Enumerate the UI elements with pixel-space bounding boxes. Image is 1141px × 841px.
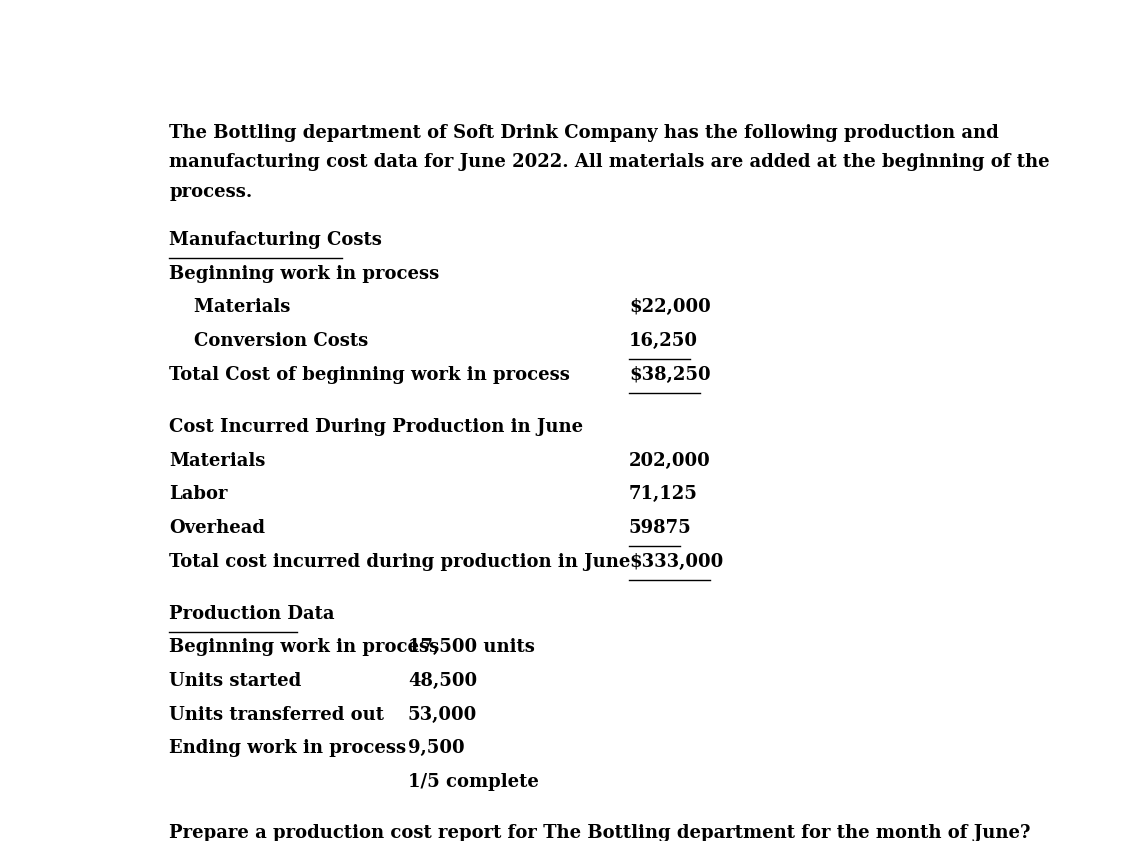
Text: Prepare a production cost report for The Bottling department for the month of Ju: Prepare a production cost report for The…: [169, 823, 1030, 841]
Text: Cost Incurred During Production in June: Cost Incurred During Production in June: [169, 418, 583, 436]
Text: Total cost incurred during production in June: Total cost incurred during production in…: [169, 553, 631, 570]
Text: Labor: Labor: [169, 485, 228, 503]
Text: 1/5 complete: 1/5 complete: [408, 773, 539, 791]
Text: Units transferred out: Units transferred out: [169, 706, 385, 724]
Text: Materials: Materials: [169, 452, 266, 469]
Text: manufacturing cost data for June 2022. All materials are added at the beginning : manufacturing cost data for June 2022. A…: [169, 153, 1050, 172]
Text: Conversion Costs: Conversion Costs: [169, 332, 369, 350]
Text: 17,500 units: 17,500 units: [408, 638, 535, 657]
Text: 53,000: 53,000: [408, 706, 477, 724]
Text: $22,000: $22,000: [629, 299, 711, 316]
Text: Total Cost of beginning work in process: Total Cost of beginning work in process: [169, 366, 570, 383]
Text: 48,500: 48,500: [408, 672, 477, 690]
Text: Beginning work in process: Beginning work in process: [169, 265, 439, 283]
Text: 9,500: 9,500: [408, 739, 464, 758]
Text: $38,250: $38,250: [629, 366, 711, 383]
Text: The Bottling department of Soft Drink Company has the following production and: The Bottling department of Soft Drink Co…: [169, 124, 998, 141]
Text: Manufacturing Costs: Manufacturing Costs: [169, 231, 382, 249]
Text: $333,000: $333,000: [629, 553, 723, 570]
Text: Materials: Materials: [169, 299, 291, 316]
Text: Production Data: Production Data: [169, 605, 334, 623]
Text: Beginning work in process: Beginning work in process: [169, 638, 439, 657]
Text: 71,125: 71,125: [629, 485, 698, 503]
Text: 202,000: 202,000: [629, 452, 711, 469]
Text: 59875: 59875: [629, 519, 691, 537]
Text: Units started: Units started: [169, 672, 301, 690]
Text: Overhead: Overhead: [169, 519, 265, 537]
Text: 16,250: 16,250: [629, 332, 698, 350]
Text: Ending work in process: Ending work in process: [169, 739, 406, 758]
Text: process.: process.: [169, 182, 252, 201]
